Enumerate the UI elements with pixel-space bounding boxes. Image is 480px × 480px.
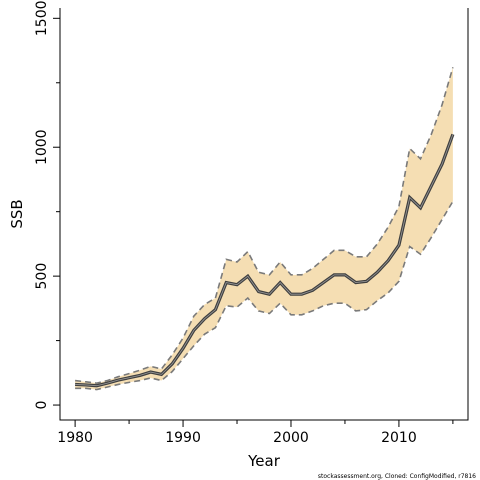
footnote: stockassessment.org, Cloned: ConfigModif…	[318, 473, 476, 480]
x-tick-label: 1980	[57, 430, 93, 446]
x-tick-label: 2000	[273, 430, 309, 446]
y-axis-title: SSB	[8, 199, 26, 228]
plot-frame	[59, 8, 469, 421]
y-tick-label: 500	[34, 263, 50, 290]
x-axis-title: Year	[247, 452, 281, 470]
y-tick-label: 1000	[34, 129, 50, 165]
y-tick-label: 0	[34, 401, 50, 410]
ssb-estimate-line	[75, 134, 454, 387]
x-tick-label: 1990	[165, 430, 201, 446]
y-tick-label: 1500	[34, 0, 50, 36]
confidence-band	[75, 67, 453, 390]
lower-bound-line	[75, 200, 454, 391]
upper-bound-line	[75, 67, 454, 384]
x-tick-label: 2010	[381, 430, 417, 446]
